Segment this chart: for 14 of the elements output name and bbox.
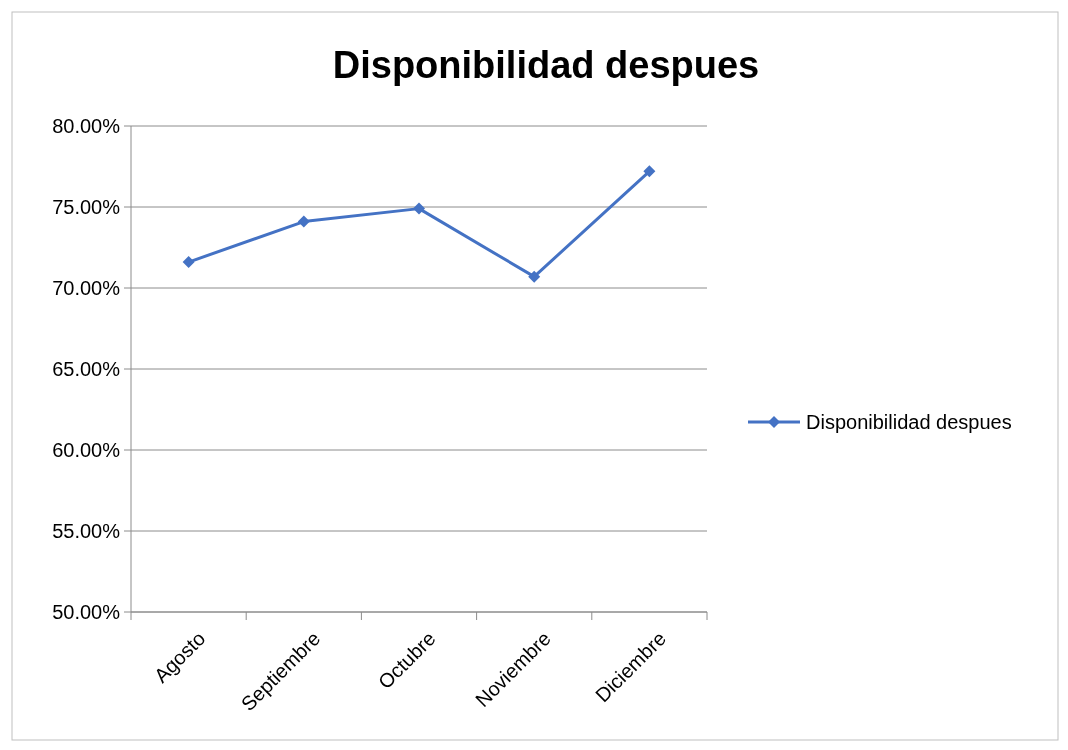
y-tick-label: 55.00%	[52, 520, 121, 542]
point	[528, 270, 541, 283]
y-tick-label: 65.00%	[52, 358, 121, 380]
y-tick-label: 70.00%	[52, 277, 121, 299]
chart-title: Disponibilidad despues	[332, 44, 760, 86]
point	[413, 202, 425, 215]
y-tick-label: 75.00%	[52, 196, 121, 218]
point	[297, 215, 310, 228]
legend-label: Disponibilidad despues	[806, 411, 1012, 433]
point	[182, 256, 195, 269]
y-tick-label: 50.00%	[52, 601, 121, 623]
y-tick-label: 60.00%	[52, 439, 121, 461]
point	[643, 165, 656, 178]
y-tick-label: 80.00%	[52, 115, 121, 137]
